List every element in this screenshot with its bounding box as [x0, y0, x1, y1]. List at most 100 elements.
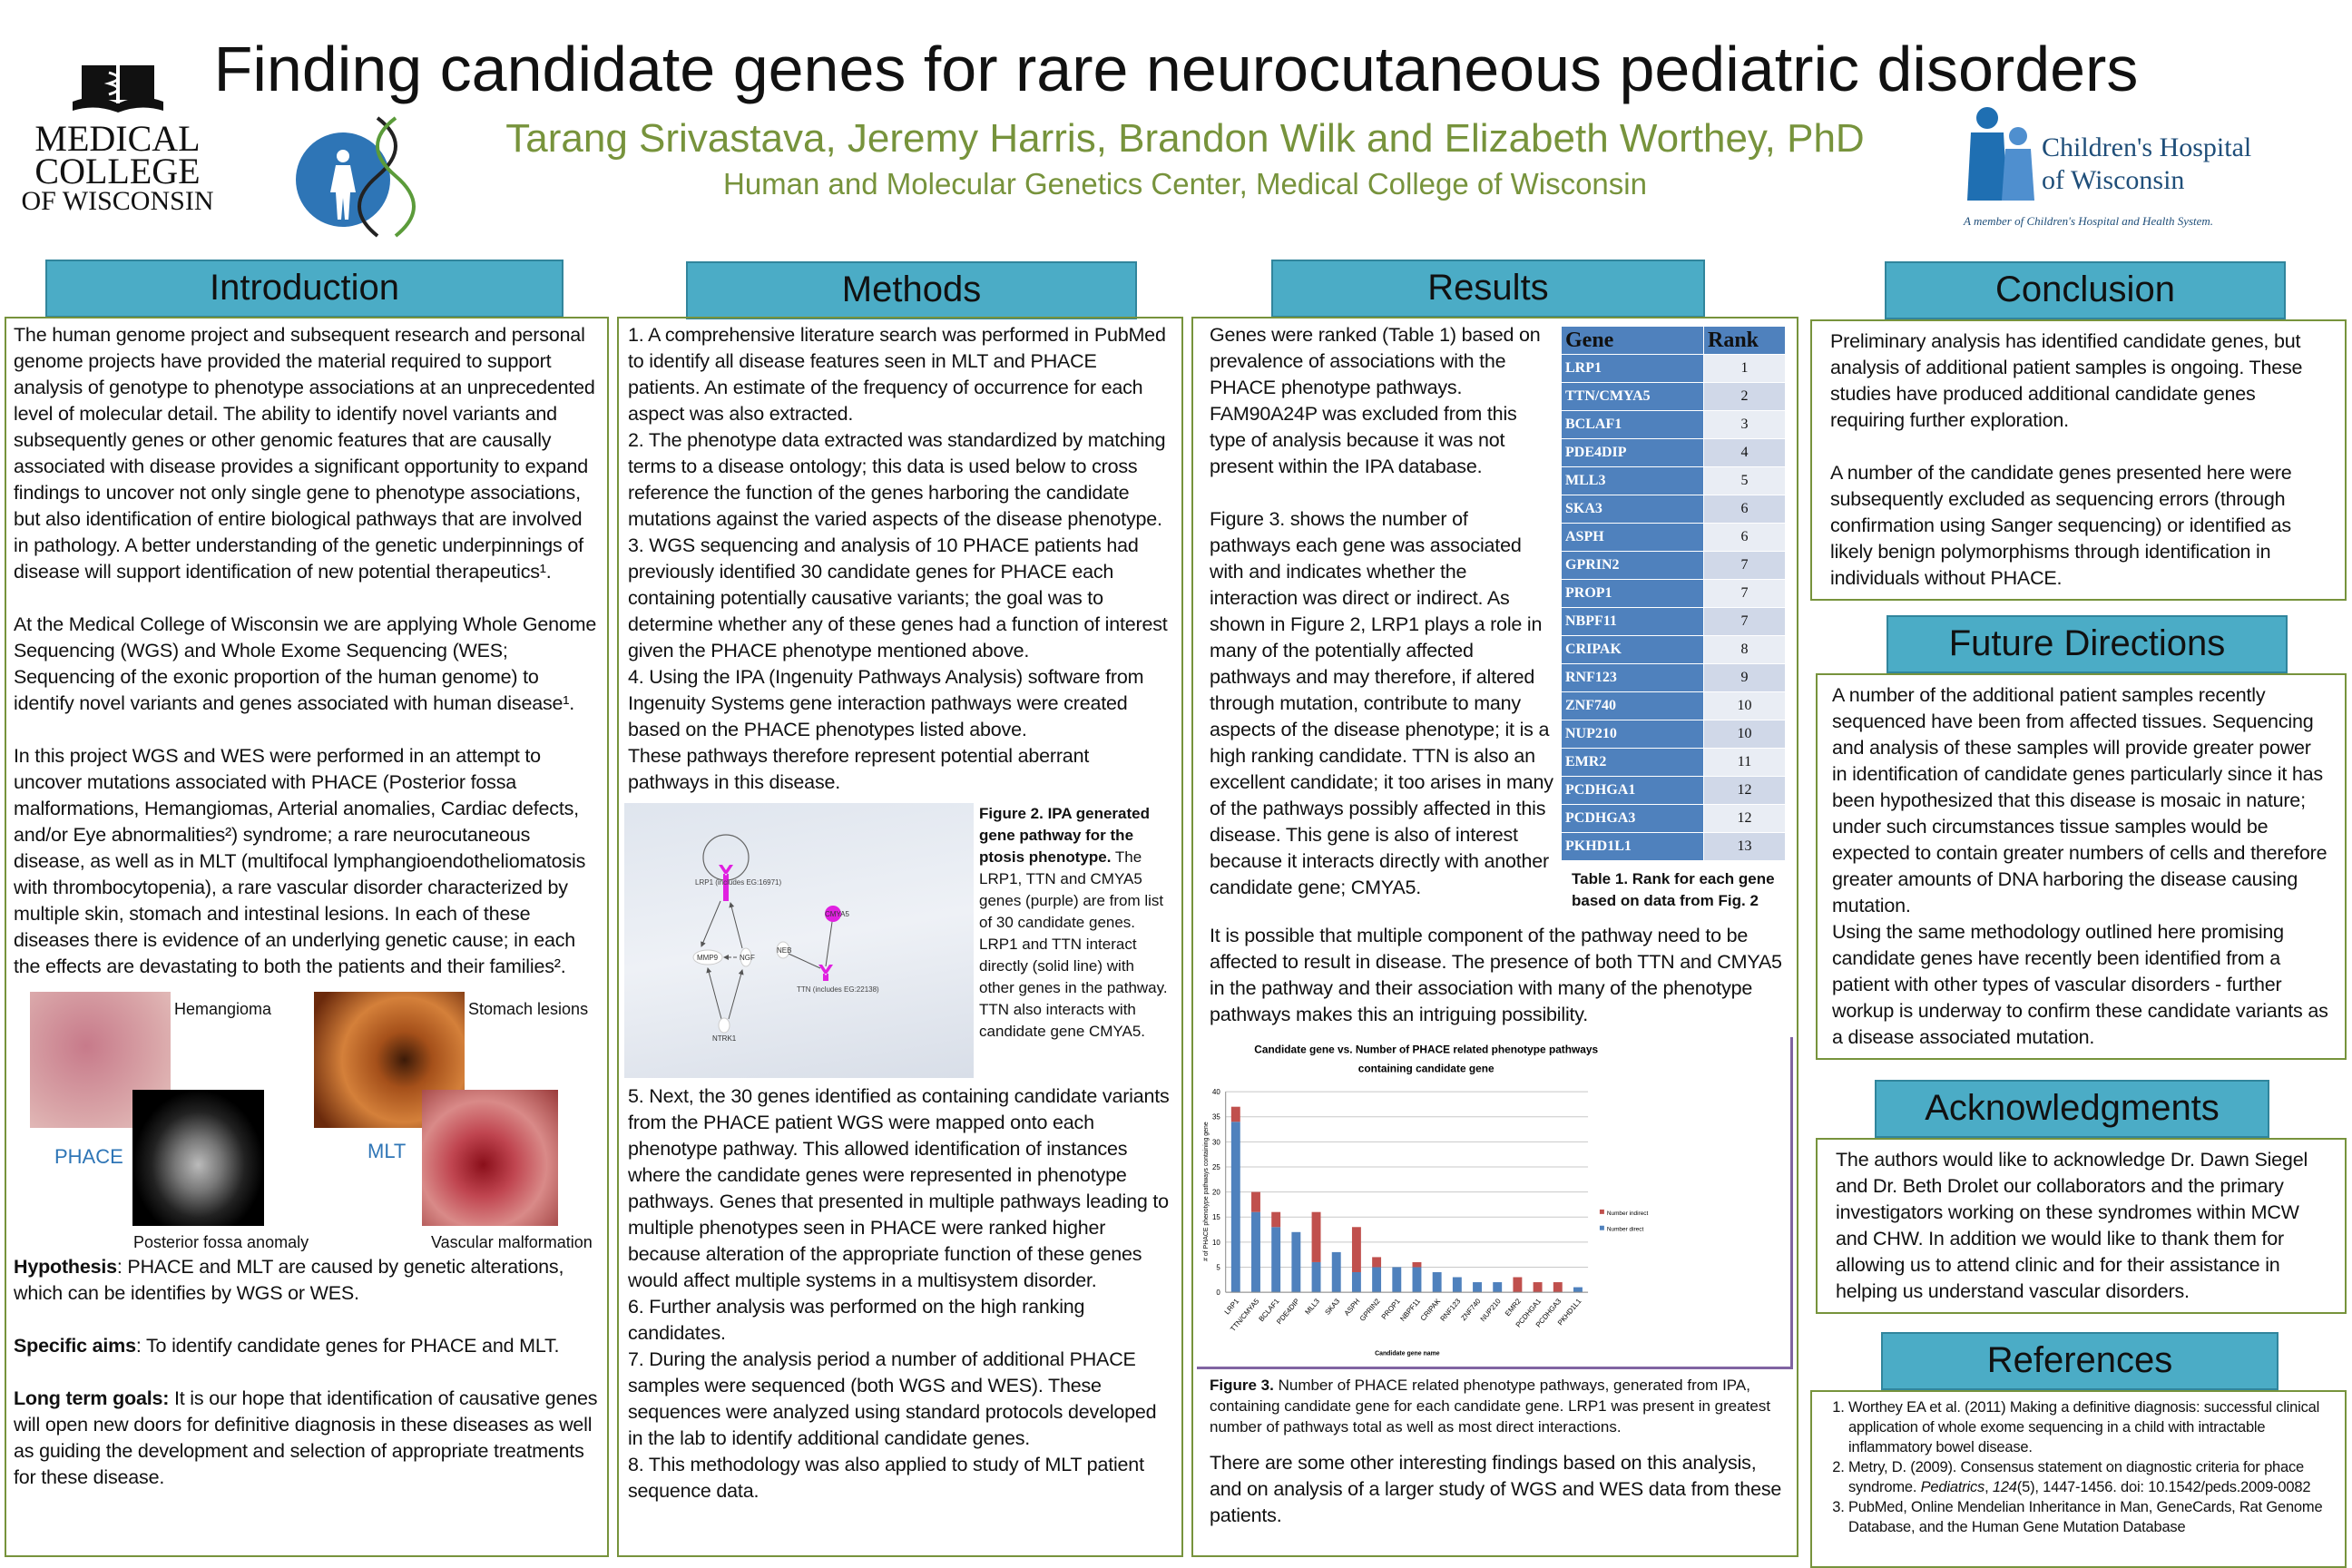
chw-logo-line1: Children's Hospital [2042, 132, 2252, 162]
x-tick-label: MLL3 [1303, 1297, 1321, 1316]
posterior-fossa-label: Posterior fossa anomaly [133, 1233, 309, 1251]
bar-indirect [1513, 1277, 1523, 1293]
reference-volume: 124 [1992, 1479, 2017, 1495]
reference-item: Metry, D. (2009). Consensus statement on… [1848, 1457, 2341, 1497]
lrp1-label: LRP1 (includes EG:16971) [695, 878, 782, 887]
y-tick-label: 25 [1212, 1163, 1220, 1171]
poster-authors: Tarang Srivastava, Jeremy Harris, Brando… [505, 116, 1865, 161]
method-step: 4. Using the IPA (Ingenuity Pathways Ana… [628, 666, 1144, 740]
gene-cell: SKA3 [1561, 495, 1704, 524]
conclusion-paragraph: A number of the candidate genes presente… [1830, 462, 2292, 589]
bar-indirect [1230, 1106, 1240, 1122]
intro-paragraph: At the Medical College of Wisconsin we a… [14, 613, 597, 714]
future-paragraph: Using the same methodology outlined here… [1832, 921, 2328, 1048]
bar-indirect [1533, 1282, 1543, 1293]
references-list: Worthey EA et al. (2011) Making a defini… [1816, 1397, 2341, 1537]
cmya5-node [825, 906, 841, 922]
acknowledgments-section: The authors would like to acknowledge Dr… [1816, 1138, 2347, 1314]
gene-cell: LRP1 [1561, 354, 1704, 383]
poster-affiliation: Human and Molecular Genetics Center, Med… [723, 167, 1647, 201]
vascular-malformation-photo [422, 1090, 558, 1226]
right-column: Conclusion Preliminary analysis has iden… [1810, 260, 2347, 1568]
rank-cell: 5 [1703, 466, 1786, 495]
reference-sep: , [1984, 1479, 1993, 1495]
y-tick-label: 5 [1216, 1263, 1220, 1271]
future-directions-section: A number of the additional patient sampl… [1816, 673, 2347, 1060]
table-row: CRIPAK 8 [1561, 635, 1786, 664]
gene-cell: NUP210 [1561, 720, 1704, 749]
children-silhouette-icon [1967, 107, 2034, 201]
bar-indirect [1553, 1282, 1563, 1293]
acknowledgments-text: The authors would like to acknowledge Dr… [1836, 1149, 2308, 1302]
bar-direct [1351, 1271, 1361, 1293]
neb-label: NEB [777, 946, 791, 955]
bar-direct [1271, 1227, 1281, 1293]
table-row: LRP1 1 [1561, 354, 1786, 383]
gene-cell: PDE4DIP [1561, 438, 1704, 467]
legend-swatch [1599, 1209, 1604, 1214]
mcw-logo-line3: OF WISCONSIN [21, 186, 214, 216]
y-axis-label: # of PHACE phenotype pathways containing… [1203, 1122, 1210, 1261]
legend-label: Number indirect [1607, 1210, 1649, 1217]
introduction-heading: Introduction [45, 260, 564, 318]
bar-direct [1230, 1122, 1240, 1293]
acknowledgments-heading: Acknowledgments [1875, 1080, 2269, 1138]
figure2-title: Figure 2. IPA generated gene pathway for… [979, 805, 1150, 866]
gene-cell: MLL3 [1561, 466, 1704, 495]
bar-indirect [1351, 1227, 1361, 1272]
bar-direct [1573, 1287, 1583, 1293]
aims-text: : To identify candidate genes for PHACE … [135, 1335, 560, 1357]
figure2-row: LRP1 (includes EG:16971) MMP9 NGF NTRK1 … [624, 803, 1172, 1078]
legend-swatch [1599, 1225, 1604, 1230]
ngf-label: NGF [740, 954, 755, 962]
rank-cell: 7 [1703, 551, 1786, 580]
bar-indirect [1412, 1261, 1422, 1268]
x-tick-label: NBPF11 [1398, 1297, 1422, 1323]
poster-title: Finding candidate genes for rare neurocu… [213, 34, 2139, 104]
book-caduceus-icon [72, 58, 163, 113]
x-tick-label: GPRIN2 [1358, 1297, 1382, 1322]
x-tick-label: RNF123 [1439, 1297, 1463, 1323]
rank-cell: 7 [1703, 607, 1786, 636]
ntrk1-label: NTRK1 [712, 1034, 737, 1043]
results-text-left: Genes were ranked (Table 1) based on pre… [1210, 322, 1553, 912]
ipa-pathway-figure: LRP1 (includes EG:16971) MMP9 NGF NTRK1 … [624, 803, 974, 1078]
rank-cell: 10 [1703, 720, 1786, 749]
method-step: 1. A comprehensive literature search was… [628, 324, 1166, 425]
gene-cell: TTN/CMYA5 [1561, 382, 1704, 411]
reference-text: Metry, D. (2009). Consensus statement on… [1848, 1459, 2305, 1495]
bar-direct [1372, 1267, 1382, 1293]
ttn-node [818, 965, 833, 981]
legend-label: Number direct [1607, 1227, 1644, 1233]
gene-cell: PROP1 [1561, 579, 1704, 608]
results-paragraph: Genes were ranked (Table 1) based on pre… [1210, 324, 1541, 477]
figure2-text: The LRP1, TTN and CMYA5 genes (purple) a… [979, 848, 1168, 1040]
bar-direct [1473, 1282, 1482, 1293]
y-tick-label: 15 [1212, 1213, 1220, 1221]
mmp9-label: MMP9 [697, 954, 719, 962]
gene-cell: PCDHGA3 [1561, 804, 1704, 833]
bar-direct [1452, 1277, 1462, 1293]
bar-direct [1432, 1271, 1442, 1293]
rank-cell: 4 [1703, 438, 1786, 467]
table-row: BCLAF1 3 [1561, 410, 1786, 439]
gene-cell: NBPF11 [1561, 607, 1704, 636]
method-step: 7. During the analysis period a number o… [628, 1348, 1157, 1449]
x-tick-label: SKA3 [1323, 1297, 1341, 1317]
table-row: TTN/CMYA5 2 [1561, 382, 1786, 411]
results-paragraph: It is possible that multiple component o… [1210, 925, 1782, 1025]
conclusion-heading: Conclusion [1885, 261, 2286, 319]
table-row: EMR2 11 [1561, 748, 1786, 777]
bar-indirect [1311, 1211, 1321, 1262]
y-tick-label: 35 [1212, 1113, 1220, 1122]
method-step: 5. Next, the 30 genes identified as cont… [628, 1085, 1170, 1291]
hemangioma-label: Hemangioma [174, 1000, 272, 1018]
aims-label: Specific aims [14, 1335, 136, 1357]
results-paragraph: There are some other interesting finding… [1210, 1452, 1782, 1526]
mcw-logo-line2: COLLEGE [34, 151, 201, 191]
mmp9-node [692, 949, 723, 965]
x-tick-label: ASPH [1343, 1297, 1362, 1318]
gene-cell: CRIPAK [1561, 635, 1704, 664]
dna-human-icon [287, 109, 418, 243]
method-step: 2. The phenotype data extracted was stan… [628, 429, 1166, 530]
